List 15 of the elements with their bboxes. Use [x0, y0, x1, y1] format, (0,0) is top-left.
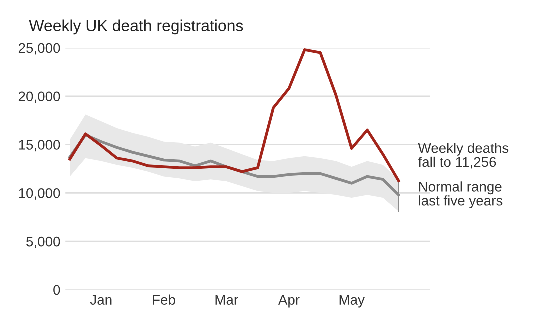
x-tick-label: Feb — [153, 294, 176, 305]
x-tick-label: May — [340, 295, 365, 308]
y-tick-label: 20,000 — [18, 92, 60, 104]
y-tick-label: 15,000 — [19, 140, 60, 152]
y-tick-label: 10,000 — [19, 188, 60, 200]
x-tick-label: Jan — [90, 295, 112, 305]
chart-title: Weekly UK death registrations — [29, 20, 244, 35]
annotation: Normal range last five years — [419, 182, 503, 209]
y-tick-label: 0 — [54, 285, 60, 296]
x-tick-label: Apr — [278, 295, 300, 308]
annotation: Weekly deaths fall to 11,256 — [418, 142, 509, 169]
x-tick-label: Mar — [216, 295, 238, 305]
y-tick-label: 5,000 — [26, 236, 60, 248]
y-tick-label: 25,000 — [18, 43, 60, 55]
line-series — [68, 48, 400, 182]
